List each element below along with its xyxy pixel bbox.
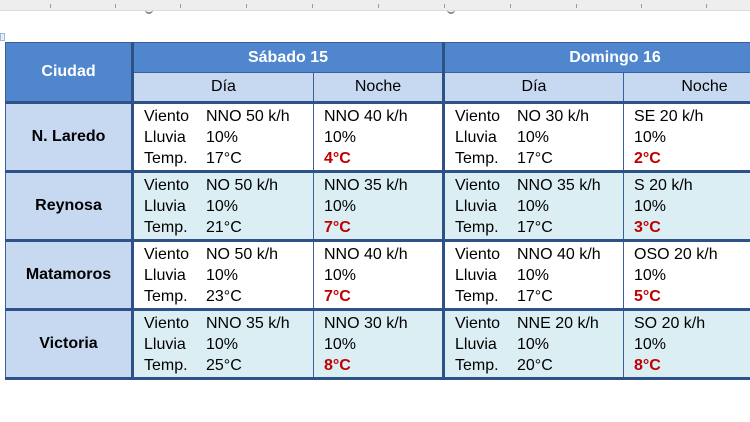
rain-value: 10% <box>517 129 550 146</box>
night-temp-value: 4°C <box>324 150 351 167</box>
night-temp-value: 7°C <box>324 288 351 305</box>
weather-table: Ciudad Sábado 15 Domingo 16 Día Noche Dí… <box>5 42 750 380</box>
rain-value: 10% <box>634 336 667 353</box>
ruler-indent-marker-icon[interactable] <box>447 9 455 14</box>
temp-value: 17°C <box>517 219 553 236</box>
rain-value: 10% <box>634 198 667 215</box>
wind-value: NNO 40 k/h <box>517 246 601 263</box>
wind-value: NO 50 k/h <box>206 177 279 194</box>
day-header-saturday: Sábado 15 <box>132 42 444 73</box>
forecast-cell-sun-night: SE 20 k/h 10% 2°C <box>623 102 750 172</box>
city-name: Victoria <box>5 309 134 379</box>
wind-value: NNO 50 k/h <box>206 108 290 125</box>
rain-value: 10% <box>206 336 239 353</box>
forecast-cell-sun-day: Viento NNO 40 k/h Lluvia 10% Temp. 17°C <box>442 240 624 310</box>
rain-value: 10% <box>634 267 667 284</box>
forecast-cell-sat-night: NNO 35 k/h 10% 7°C <box>313 171 444 241</box>
rain-value: 10% <box>206 198 239 215</box>
forecast-cell-sat-night: NNO 40 k/h 10% 4°C <box>313 102 444 172</box>
rain-value: 10% <box>517 267 550 284</box>
ruler-tick <box>312 4 313 8</box>
ruler-tick <box>510 4 511 8</box>
rain-value: 10% <box>517 336 550 353</box>
period-header-sun-night: Noche <box>623 72 750 103</box>
ruler-tick <box>378 4 379 8</box>
rain-value: 10% <box>206 129 239 146</box>
temp-value: 17°C <box>517 150 553 167</box>
night-temp-value: 3°C <box>634 219 661 236</box>
wind-value: NNO 40 k/h <box>324 246 408 263</box>
temp-value: 20°C <box>517 357 553 374</box>
forecast-cell-sun-night: S 20 k/h 10% 3°C <box>623 171 750 241</box>
forecast-cell-sun-day: Viento NNE 20 k/h Lluvia 10% Temp. 20°C <box>442 309 624 379</box>
period-header-sat-day: Día <box>132 72 314 103</box>
temp-value: 17°C <box>517 288 553 305</box>
table-anchor-icon[interactable] <box>0 33 5 41</box>
ruler-indent-marker-icon[interactable] <box>145 9 153 14</box>
wind-value: S 20 k/h <box>634 177 693 194</box>
wind-value: NO 30 k/h <box>517 108 590 125</box>
night-temp-value: 8°C <box>324 357 351 374</box>
ruler-tick <box>115 4 116 8</box>
wind-value: NNO 35 k/h <box>206 315 290 332</box>
temp-value: 25°C <box>206 357 242 374</box>
wind-value: SO 20 k/h <box>634 315 706 332</box>
forecast-cell-sun-night: SO 20 k/h 10% 8°C <box>623 309 750 379</box>
forecast-cell-sat-night: NNO 30 k/h 10% 8°C <box>313 309 444 379</box>
ruler-tick <box>180 4 181 8</box>
temp-value: 21°C <box>206 219 242 236</box>
forecast-cell-sun-day: Viento NNO 35 k/h Lluvia 10% Temp. 17°C <box>442 171 624 241</box>
forecast-cell-sun-night: OSO 20 k/h 10% 5°C <box>623 240 750 310</box>
rain-value: 10% <box>634 129 667 146</box>
rain-value: 10% <box>206 267 239 284</box>
rain-value: 10% <box>324 267 357 284</box>
city-name: Reynosa <box>5 171 134 241</box>
city-name: Matamoros <box>5 240 134 310</box>
night-temp-value: 7°C <box>324 219 351 236</box>
forecast-cell-sat-day: Viento NNO 50 k/h Lluvia 10% Temp. 17°C <box>132 102 314 172</box>
forecast-cell-sun-day: Viento NO 30 k/h Lluvia 10% Temp. 17°C <box>442 102 624 172</box>
wind-value: NNO 35 k/h <box>324 177 408 194</box>
ruler-tick <box>246 4 247 8</box>
table-row: Matamoros Viento NO 50 k/h Lluvia 10% Temp… <box>5 240 750 310</box>
forecast-cell-sat-night: NNO 40 k/h 10% 7°C <box>313 240 444 310</box>
rain-value: 10% <box>324 198 357 215</box>
day-header-sunday: Domingo 16 <box>442 42 750 73</box>
forecast-cell-sat-day: Viento NNO 35 k/h Lluvia 10% Temp. 25°C <box>132 309 314 379</box>
night-temp-value: 8°C <box>634 357 661 374</box>
ruler-tick <box>641 4 642 8</box>
city-name: N. Laredo <box>5 102 134 172</box>
table-row: N. Laredo Viento NNO 50 k/h Lluvia 10% Tem… <box>5 102 750 172</box>
ruler <box>0 0 750 11</box>
table-row: Reynosa Viento NO 50 k/h Lluvia 10% Temp. 2… <box>5 171 750 241</box>
wind-value: NO 50 k/h <box>206 246 279 263</box>
wind-value: OSO 20 k/h <box>634 246 718 263</box>
ruler-tick <box>444 4 445 8</box>
period-header-sat-night: Noche <box>313 72 444 103</box>
night-temp-value: 2°C <box>634 150 661 167</box>
rain-value: 10% <box>324 336 357 353</box>
rain-value: 10% <box>324 129 357 146</box>
night-temp-value: 5°C <box>634 288 661 305</box>
period-header-sun-day: Día <box>442 72 624 103</box>
table-row: Victoria Viento NNO 35 k/h Lluvia 10% Temp… <box>5 309 750 379</box>
temp-value: 17°C <box>206 150 242 167</box>
temp-value: 23°C <box>206 288 242 305</box>
ruler-tick <box>706 4 707 8</box>
wind-value: NNO 40 k/h <box>324 108 408 125</box>
city-column-header: Ciudad <box>5 42 134 103</box>
rain-value: 10% <box>517 198 550 215</box>
wind-value: NNO 30 k/h <box>324 315 408 332</box>
wind-value: NNE 20 k/h <box>517 315 599 332</box>
ruler-tick <box>50 4 51 8</box>
wind-value: NNO 35 k/h <box>517 177 601 194</box>
forecast-cell-sat-day: Viento NO 50 k/h Lluvia 10% Temp. 23°C <box>132 240 314 310</box>
wind-value: SE 20 k/h <box>634 108 704 125</box>
forecast-cell-sat-day: Viento NO 50 k/h Lluvia 10% Temp. 21°C <box>132 171 314 241</box>
ruler-tick <box>576 4 577 8</box>
